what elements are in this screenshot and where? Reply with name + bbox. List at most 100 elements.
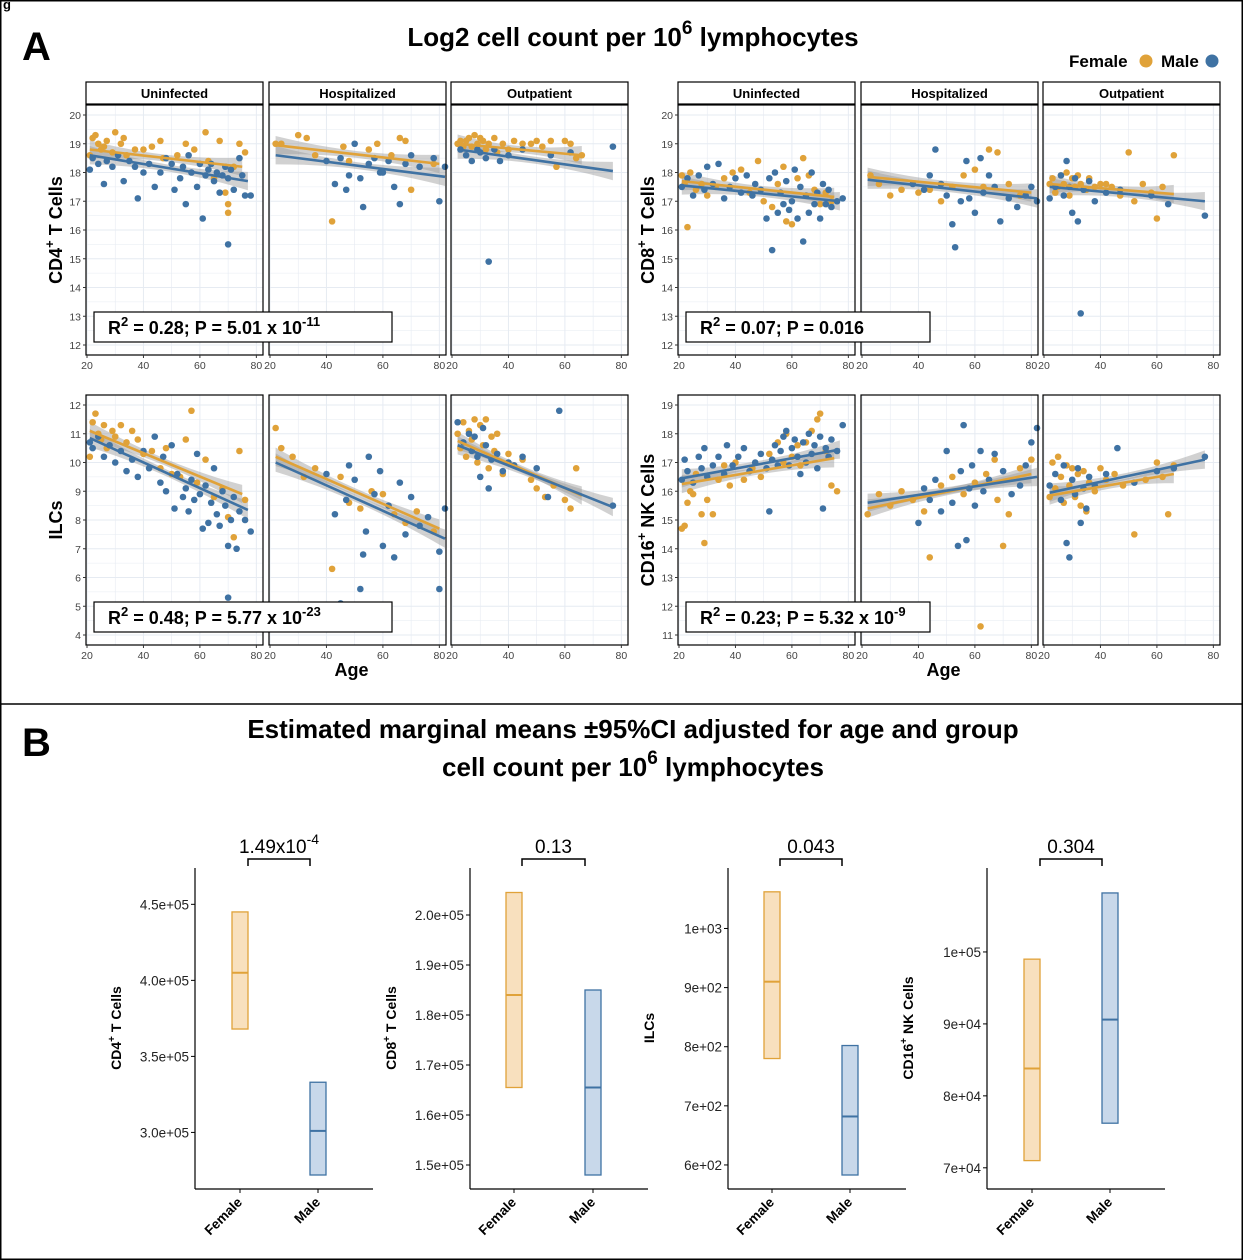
- y-tick-label: 8e+02: [684, 1040, 722, 1055]
- facet-strip: [677, 81, 856, 105]
- ci-box-female: [1023, 958, 1041, 1162]
- x-tick-label: 60: [786, 360, 798, 372]
- data-point-female: [681, 522, 688, 530]
- x-tick-label: 60: [194, 360, 206, 372]
- data-point-female: [89, 418, 96, 426]
- data-point-male: [362, 528, 370, 535]
- x-tick-label: 60: [1151, 650, 1163, 662]
- x-tick-label: 40: [321, 650, 333, 662]
- ci-box-female: [763, 891, 781, 1060]
- data-point-male: [376, 467, 384, 475]
- text-run: T Cells: [108, 986, 124, 1036]
- y-tick-label: 1e+03: [684, 921, 722, 936]
- data-point-male: [751, 180, 759, 188]
- data-point-male: [430, 154, 438, 162]
- data-point-male: [1051, 470, 1059, 478]
- data-point-female: [754, 157, 762, 165]
- fit-line-male: [867, 178, 1038, 200]
- data-point-male: [980, 487, 987, 495]
- p-value-label: 0.13: [535, 837, 572, 858]
- x-tick-label: 20: [673, 650, 685, 662]
- data-point-female: [774, 180, 782, 188]
- data-point-male: [794, 215, 801, 222]
- data-point-female: [1051, 189, 1059, 196]
- data-point-male: [968, 462, 976, 469]
- data-point-female: [128, 427, 136, 435]
- data-point-female: [190, 146, 198, 153]
- data-point-male: [485, 485, 492, 492]
- data-point-male: [609, 143, 617, 150]
- data-point-male: [797, 470, 804, 478]
- data-point-female: [788, 220, 796, 228]
- data-point-female: [816, 410, 824, 417]
- panel-b-letter: B: [22, 721, 51, 765]
- data-point-male: [1033, 424, 1041, 432]
- data-point-male: [1013, 203, 1021, 211]
- fit-line-male: [89, 153, 249, 183]
- data-point-female: [202, 128, 209, 136]
- data-point-female: [561, 496, 569, 504]
- fit-line-female: [457, 142, 582, 157]
- data-point-female: [103, 137, 111, 145]
- data-point-female: [482, 146, 490, 153]
- x-tick-label: 60: [969, 650, 981, 662]
- data-point-male: [213, 510, 221, 518]
- fit-line-male: [1049, 185, 1206, 203]
- y-axis-label-cd4: CD4+ T Cells: [42, 176, 66, 284]
- data-point-male: [179, 493, 187, 501]
- data-point-female: [241, 496, 249, 504]
- y-tick-label: 19: [661, 400, 673, 412]
- data-point-female: [92, 131, 99, 139]
- data-point-female: [311, 464, 319, 472]
- data-point-male: [997, 218, 1004, 225]
- data-point-female: [459, 418, 467, 426]
- facet-border: [1042, 104, 1221, 356]
- data-point-male: [213, 169, 221, 176]
- text-run: R: [700, 608, 713, 628]
- x-tick-label: 80: [251, 650, 263, 662]
- data-point-male: [1114, 444, 1121, 452]
- data-point-male: [100, 180, 108, 188]
- data-point-male: [111, 459, 119, 466]
- data-point-female: [937, 482, 945, 489]
- data-point-female: [1097, 180, 1104, 188]
- stat-annotation: R2 = 0.23; P = 5.32 x 10-9: [700, 604, 906, 628]
- data-point-male: [476, 473, 484, 481]
- data-point-male: [120, 177, 127, 185]
- y-tick-label: 1.8e+05: [415, 1008, 464, 1023]
- facet-border: [1042, 394, 1221, 646]
- legend-female-dot: [1139, 54, 1153, 68]
- data-point-female: [533, 137, 540, 145]
- facet-strip-label: Hospitalized: [911, 86, 988, 101]
- data-point-male: [1022, 462, 1030, 469]
- data-point-female: [539, 143, 546, 150]
- data-point-female: [479, 137, 487, 145]
- text-run: 0.13: [535, 837, 572, 858]
- data-point-male: [555, 407, 563, 415]
- y-tick-label: 19: [69, 139, 81, 151]
- data-point-male: [799, 439, 807, 446]
- facet-cd8-hospitalized: 20 40 60 80: [856, 104, 1041, 372]
- data-point-female: [465, 134, 473, 142]
- y-tick-label: 9e+04: [943, 1017, 981, 1032]
- y-axis-label-ilc: ILCs: [46, 500, 66, 539]
- data-point-male: [822, 444, 830, 452]
- data-point-male: [999, 467, 1007, 475]
- data-point-male: [1077, 310, 1084, 317]
- data-point-male: [839, 421, 847, 429]
- x-tick-label-female: Female: [994, 1194, 1038, 1238]
- x-tick-label: 20: [446, 360, 458, 372]
- data-point-male: [365, 453, 373, 461]
- x-tick-label: 80: [616, 360, 628, 372]
- data-point-male: [791, 166, 799, 173]
- superscript: -11: [302, 314, 320, 329]
- text-run: ILCs: [641, 1013, 657, 1044]
- data-point-male: [915, 519, 922, 527]
- data-point-female: [729, 169, 736, 176]
- significance-bracket: [247, 858, 311, 866]
- data-point-female: [561, 137, 569, 145]
- x-tick-label: 40: [321, 360, 333, 372]
- data-point-female: [379, 490, 387, 498]
- y-tick-label: 14: [661, 283, 673, 295]
- data-point-male: [454, 418, 461, 426]
